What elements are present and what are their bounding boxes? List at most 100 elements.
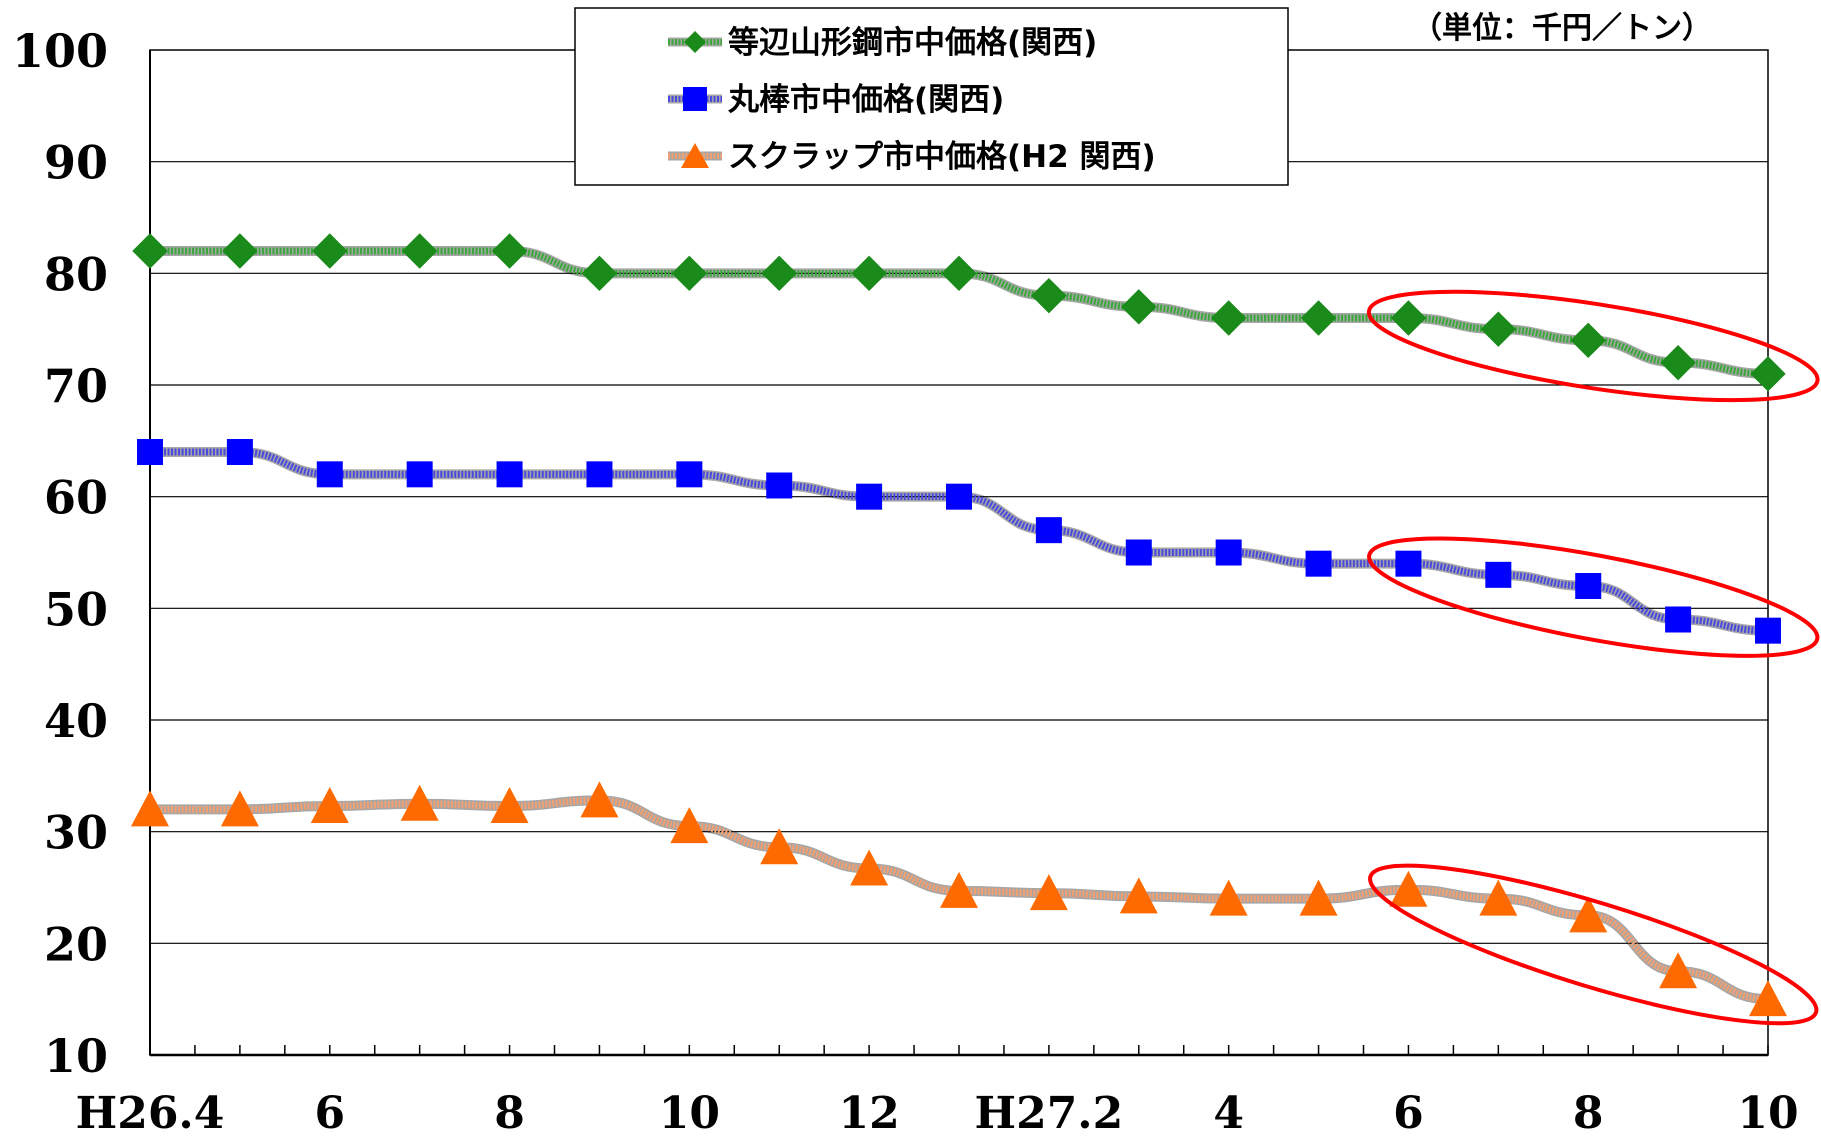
data-point bbox=[1119, 877, 1158, 914]
data-point bbox=[1755, 617, 1781, 644]
x-tick-label: H27.2 bbox=[975, 1088, 1124, 1139]
x-tick-label: H26.4 bbox=[76, 1088, 225, 1139]
data-point bbox=[222, 233, 258, 269]
data-point bbox=[1659, 952, 1698, 989]
data-point bbox=[137, 439, 163, 465]
x-tick-label: 6 bbox=[314, 1088, 345, 1139]
legend-label: 等辺山形鋼市中価格(関西) bbox=[728, 25, 1097, 61]
data-point bbox=[946, 483, 972, 510]
data-point bbox=[1035, 517, 1062, 544]
legend-marker bbox=[681, 143, 709, 168]
legend: 等辺山形鋼市中価格(関西) 丸棒市中価格(関西) スクラップ市中価格(H2 関西) bbox=[574, 7, 1289, 186]
y-tick-label: 50 bbox=[44, 582, 108, 636]
data-point bbox=[1029, 874, 1068, 911]
data-point bbox=[1031, 277, 1067, 314]
y-tick-label: 30 bbox=[44, 806, 108, 860]
data-point bbox=[1299, 879, 1338, 916]
legend-item-2: スクラップ市中価格(H2 関西) bbox=[668, 139, 1156, 175]
y-tick-label: 10 bbox=[44, 1029, 108, 1083]
data-point bbox=[670, 807, 709, 844]
highlight-ellipse bbox=[1366, 289, 1820, 403]
data-point bbox=[1660, 344, 1696, 381]
legend-label: スクラップ市中価格(H2 関西) bbox=[728, 139, 1156, 175]
y-tick-label: 70 bbox=[44, 359, 108, 413]
x-tick-label: 6 bbox=[1393, 1088, 1424, 1139]
y-tick-label: 100 bbox=[12, 24, 108, 78]
data-point bbox=[1749, 980, 1787, 1017]
data-point bbox=[400, 784, 439, 821]
legend-label: 丸棒市中価格(関西) bbox=[727, 82, 1004, 118]
data-point bbox=[671, 255, 708, 292]
data-point bbox=[761, 255, 797, 292]
data-point bbox=[310, 786, 349, 823]
data-point bbox=[1479, 879, 1518, 916]
y-tick-label: 80 bbox=[44, 247, 108, 301]
data-point bbox=[401, 233, 438, 269]
data-point bbox=[580, 781, 619, 818]
data-point bbox=[1305, 550, 1332, 577]
x-tick-label: 12 bbox=[838, 1088, 899, 1139]
data-point bbox=[1389, 870, 1428, 907]
data-point bbox=[312, 233, 348, 269]
data-point bbox=[1300, 300, 1337, 336]
data-point bbox=[1570, 322, 1606, 359]
highlight-ellipse bbox=[1367, 536, 1820, 658]
legend-marker bbox=[683, 87, 707, 111]
series-layer bbox=[131, 233, 1787, 1017]
x-tick-label: 10 bbox=[659, 1088, 720, 1139]
data-point bbox=[1395, 550, 1422, 577]
x-tick-label: 10 bbox=[1737, 1088, 1798, 1139]
y-tick-label: 40 bbox=[44, 694, 108, 748]
data-point bbox=[1665, 606, 1692, 633]
data-point bbox=[940, 871, 978, 908]
series-0 bbox=[132, 233, 1786, 392]
data-point bbox=[1209, 879, 1248, 916]
data-point bbox=[586, 461, 613, 488]
data-point bbox=[220, 790, 259, 827]
data-point bbox=[226, 439, 253, 465]
data-point bbox=[760, 828, 799, 865]
x-tick-label: 4 bbox=[1213, 1088, 1244, 1139]
annotations bbox=[1366, 289, 1820, 1026]
series-line-shadow bbox=[150, 446, 1769, 636]
data-point bbox=[132, 233, 168, 269]
data-point bbox=[1575, 573, 1602, 599]
x-tick-label: 8 bbox=[494, 1088, 525, 1139]
data-point bbox=[1210, 300, 1247, 336]
y-tick-label: 90 bbox=[44, 136, 108, 190]
data-point bbox=[856, 483, 883, 510]
series-line bbox=[149, 796, 1769, 1003]
data-point bbox=[1390, 300, 1427, 336]
data-point bbox=[316, 461, 343, 488]
unit-label: （単位：千円／トン） bbox=[1412, 11, 1712, 46]
data-point bbox=[676, 461, 703, 488]
data-point bbox=[496, 461, 523, 488]
data-point bbox=[1569, 896, 1608, 933]
data-point bbox=[1480, 311, 1517, 347]
highlight-ellipse bbox=[1368, 863, 1819, 1026]
data-point bbox=[581, 255, 618, 292]
legend-item-0: 等辺山形鋼市中価格(関西) bbox=[668, 25, 1097, 61]
series-2 bbox=[131, 781, 1787, 1017]
data-point bbox=[1485, 561, 1512, 588]
y-tick-label: 20 bbox=[44, 917, 108, 971]
data-point bbox=[851, 255, 887, 292]
axes: 10 20 30 40 50 60 70 80 90 100 H26.4 6 8 10 12 H27.2 4 6 8… bbox=[12, 24, 1799, 1139]
data-point bbox=[850, 849, 889, 886]
data-point bbox=[1215, 539, 1242, 566]
data-point bbox=[766, 472, 793, 499]
data-point bbox=[1125, 539, 1152, 566]
data-point bbox=[1121, 289, 1157, 325]
x-tick-label: 8 bbox=[1573, 1088, 1604, 1139]
data-point bbox=[491, 233, 528, 269]
data-point bbox=[941, 255, 977, 292]
legend-marker bbox=[684, 31, 706, 53]
y-tick-label: 60 bbox=[44, 471, 108, 525]
data-point bbox=[1750, 356, 1786, 392]
data-point bbox=[490, 786, 529, 823]
series-1 bbox=[137, 439, 1781, 644]
data-point bbox=[131, 790, 169, 827]
data-point bbox=[406, 461, 433, 488]
